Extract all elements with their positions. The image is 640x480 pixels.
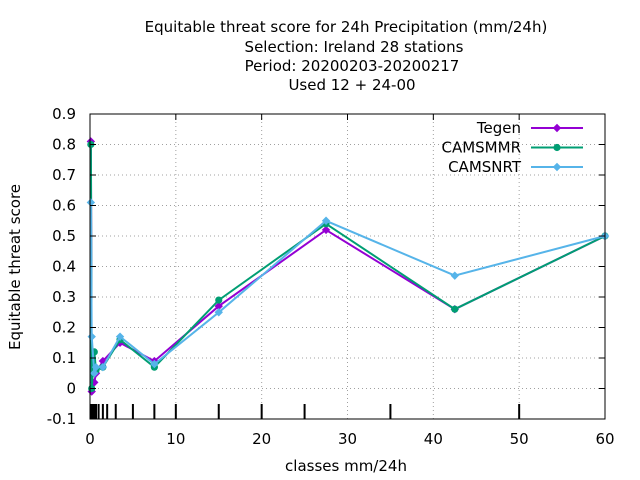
data-point: [215, 296, 223, 304]
y-tick-label: 0.5: [52, 227, 76, 245]
y-tick-label: 0.1: [52, 349, 76, 367]
legend-label: Tegen: [476, 119, 521, 137]
legend-swatch: [531, 143, 583, 152]
y-tick-label: -0.1: [47, 410, 76, 428]
x-tick-label: 10: [166, 430, 185, 448]
data-point: [450, 271, 459, 280]
y-tick-label: 0.2: [52, 319, 76, 337]
title-line-1: Equitable threat score for 24h Precipita…: [145, 18, 548, 36]
x-tick-label: 40: [424, 430, 443, 448]
chart-title: Equitable threat score for 24h Precipita…: [145, 18, 548, 94]
y-axis-label: Equitable threat score: [6, 184, 24, 350]
data-point: [98, 362, 108, 372]
legend-marker: [552, 162, 562, 172]
data-point: [321, 216, 331, 225]
legend-swatch: [531, 123, 583, 133]
title-line-4: Used 12 + 24-00: [288, 76, 415, 94]
legend-label: CAMSMMR: [441, 139, 521, 157]
y-tick-label: 0.3: [52, 288, 76, 306]
legend-marker: [552, 123, 562, 133]
y-tick-label: 0: [66, 380, 76, 398]
data-point: [321, 225, 331, 235]
x-tick-label: 30: [338, 430, 357, 448]
data-point: [90, 369, 99, 378]
axis-ticks: -0.1 0 0.1 0.2 0.3 0.4 0.5 0.6 0.7 0.8 0.9 0 10 20 30 4…: [47, 105, 615, 448]
series-line: [89, 202, 606, 374]
y-tick-label: 0.9: [52, 105, 76, 123]
x-tick-label: 60: [595, 430, 614, 448]
x-tick-label: 20: [252, 430, 271, 448]
title-line-2: Selection: Ireland 28 stations: [245, 38, 464, 56]
data-point: [214, 308, 223, 317]
legend-label: CAMSNRT: [448, 158, 522, 176]
y-tick-label: 0.7: [52, 166, 76, 184]
title-line-3: Period: 20200203-20200217: [245, 57, 460, 75]
x-tick-label: 0: [85, 430, 95, 448]
data-point: [214, 301, 223, 311]
y-tick-label: 0.4: [52, 258, 76, 276]
y-tick-label: 0.8: [52, 136, 76, 154]
class-marks: [89, 404, 521, 419]
legend-swatch: [531, 162, 583, 172]
data-point: [91, 362, 101, 372]
legend-marker: [553, 143, 561, 152]
data-point: [115, 332, 125, 341]
x-axis-label: classes mm/24h: [285, 457, 407, 475]
grid-lines: [90, 114, 605, 419]
x-tick-label: 50: [510, 430, 529, 448]
y-tick-label: 0.6: [52, 197, 76, 215]
data-point: [87, 332, 96, 341]
data-point: [451, 305, 459, 313]
data-point: [150, 359, 159, 369]
data-point: [86, 198, 96, 207]
